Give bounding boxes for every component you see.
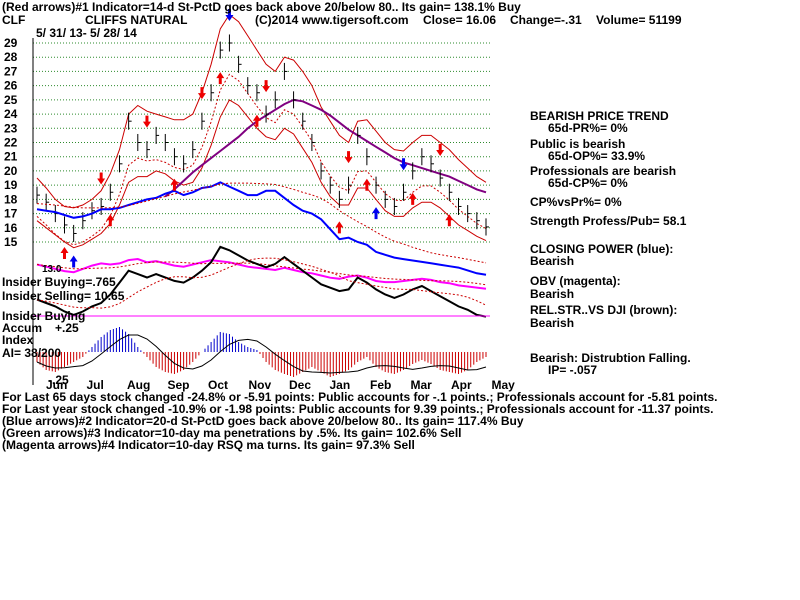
obv-status: Bearish [530,287,575,301]
red-arrow-down-icon [436,144,445,157]
obv-label: OBV (magenta): [530,274,621,288]
blue-arrow-down-icon [399,158,408,171]
y-tick-label: 19 [4,178,18,192]
red-arrow-up-icon [170,178,179,191]
closing-power-label: CLOSING POWER (blue): [530,242,674,256]
footer-green-arrows: (Green arrows)#3 Indicator=10-day ma pen… [2,426,462,440]
red-arrow-down-icon [344,151,353,164]
red-arrow-up-icon [216,72,225,85]
y-tick-label: 23 [4,121,18,135]
red-arrow-up-icon [252,114,261,127]
insider-buying: Insider Buying=.765 [2,275,116,289]
accum-label: Accum [2,321,43,335]
blue-arrow-up-icon [69,255,78,268]
red-arrow-up-icon [445,214,454,227]
x-month-label: Aug [127,378,150,392]
accum-ma-line [36,334,487,374]
y-tick-label: 21 [4,150,18,164]
relstr-status: Bearish [530,316,575,330]
red-arrow-down-icon [262,80,271,93]
public-status: Public is bearish [530,137,626,151]
professionals-status: Professionals are bearish [530,164,677,178]
footer-year: For Last year stock changed -10.9% or -1… [2,402,714,416]
y-tick-label: 18 [4,192,18,206]
red-arrow-down-icon [97,172,106,185]
y-tick-label: 22 [4,136,18,150]
red-arrow-up-icon [106,214,115,227]
closing-power-ma-line [36,182,487,264]
red-arrow-down-icon [197,87,206,100]
y-tick-label: 20 [4,164,18,178]
accum-status: Bearish: Distrubtion Falling. [530,351,691,365]
x-month-label: Apr [451,378,472,392]
y-tick-label: 26 [4,79,18,93]
ticker-symbol: CLF [2,13,26,27]
blue-arrow-up-icon [372,207,381,220]
x-month-label: Oct [208,378,228,392]
ma65-line [164,98,487,198]
copyright: (C)2014 www.tigersoft.com [255,13,409,27]
closing-power-status: Bearish [530,254,575,268]
x-month-label: Feb [370,378,391,392]
cp-value: 65d-CP%= 0% [548,176,628,190]
footer-65day: For Last 65 days stock changed -24.8% or… [2,390,718,404]
minus25-label: -.25 [48,373,69,387]
x-month-label: Jun [46,378,67,392]
x-month-label: Sep [168,378,190,392]
y-tick-label: 25 [4,93,18,107]
thirteen-label: 13.0 [42,264,62,275]
relstr-label: REL.STR..VS DJI (brown): [530,303,678,317]
pr-value: 65d-PR%= 0% [548,121,628,135]
footer-magenta-arrows: (Magenta arrows)#4 Indicator=10-day RSQ … [2,438,415,452]
x-month-label: Jan [330,378,351,392]
strength-value: Strength Profess/Pub= 58.1 [530,214,687,228]
y-tick-label: 24 [4,107,18,121]
date-range: 5/ 31/ 13- 5/ 28/ 14 [36,26,137,40]
volume: Volume= 51199 [596,13,682,27]
footer-blue-arrows: (Blue arrows)#2 Indicator=20-d St-PctD g… [2,414,524,428]
ip-value: IP= -.057 [548,363,598,377]
y-tick-label: 17 [4,207,18,221]
x-month-label: Mar [411,378,433,392]
ai-value: AI= 38/200 [2,346,62,360]
index-label: Index [2,333,34,347]
indicator-red-arrows-line: (Red arrows)#1 Indicator=14-d St-PctD go… [2,0,521,14]
trend-title: BEARISH PRICE TREND [530,109,669,123]
insider-buying-label: Insider Buying [2,309,86,323]
y-tick-label: 27 [4,64,18,78]
red-arrow-down-icon [142,115,151,128]
y-tick-label: 16 [4,221,18,235]
upper-band-line [36,13,487,209]
red-arrow-up-icon [362,178,371,191]
obv-line [36,257,487,290]
y-tick-label: 28 [4,50,18,64]
obv-ma-line [36,261,487,286]
price-change: Change=-.31 [510,13,582,27]
insider-selling: Insider Selling= 10.65 [2,289,125,303]
x-month-label: Dec [289,378,311,392]
blue-arrow-down-icon [225,9,234,21]
x-month-label: May [492,378,516,392]
op-value: 65d-OP%= 33.9% [548,149,646,163]
y-tick-label: 15 [4,235,18,249]
company-name: CLIFFS NATURAL [85,13,188,27]
relstr-line [36,245,487,318]
y-tick-label: 29 [4,36,18,50]
red-arrow-up-icon [335,221,344,234]
x-month-label: Jul [87,378,104,392]
close-price: Close= 16.06 [423,13,497,27]
x-month-label: Nov [249,378,272,392]
closing-power-line [36,181,487,276]
red-arrow-up-icon [60,246,69,259]
lower-band-line [36,99,487,249]
accum-plus-label: +.25 [55,321,79,335]
red-arrow-up-icon [408,192,417,205]
cpvspr-value: CP%vsPr%= 0% [530,195,622,209]
